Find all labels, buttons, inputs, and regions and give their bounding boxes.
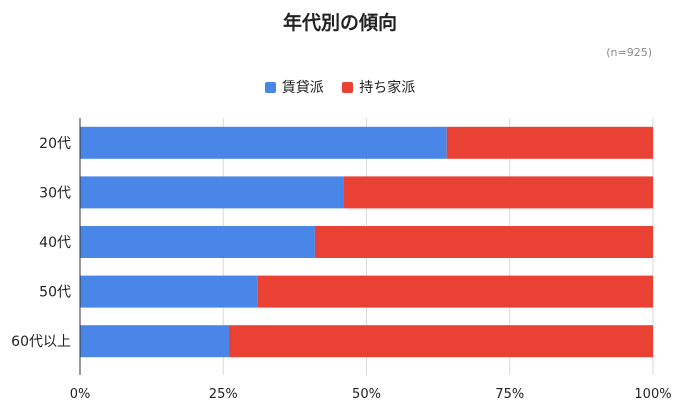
bar-segment-rent — [80, 176, 344, 209]
bar-segment-own — [343, 176, 653, 209]
sample-size-note: (n=925) — [606, 46, 652, 59]
bar-segment-own — [228, 325, 654, 358]
category-label: 40代 — [39, 235, 71, 251]
legend-item-rent: 賃貸派 — [264, 77, 324, 97]
legend-swatch-rent — [264, 81, 276, 93]
bar-segment-rent — [80, 275, 258, 308]
bar-segment-rent — [80, 325, 229, 358]
bar-segment-rent — [80, 226, 315, 258]
legend-item-own: 持ち家派 — [342, 77, 415, 97]
legend: 賃貸派 持ち家派 — [0, 77, 680, 97]
bar-segment-own — [314, 226, 653, 258]
category-label: 50代 — [39, 285, 71, 301]
x-tick-label: 0% — [70, 387, 91, 402]
bar-segment-rent — [80, 126, 447, 159]
x-tick-label: 75% — [495, 387, 524, 402]
legend-label-own: 持ち家派 — [359, 80, 416, 96]
bar-segment-own — [257, 275, 653, 308]
legend-swatch-own — [342, 81, 354, 93]
x-tick-label: 25% — [209, 387, 238, 402]
chart-title: 年代別の傾向 — [282, 12, 397, 34]
x-tick-label: 100% — [634, 387, 671, 402]
x-tick-label: 50% — [352, 387, 381, 402]
category-label: 60代以上 — [11, 334, 71, 350]
category-label: 20代 — [39, 136, 71, 152]
bar-segment-own — [446, 126, 653, 159]
legend-label-rent: 賃貸派 — [281, 80, 324, 96]
category-label: 30代 — [39, 185, 71, 201]
